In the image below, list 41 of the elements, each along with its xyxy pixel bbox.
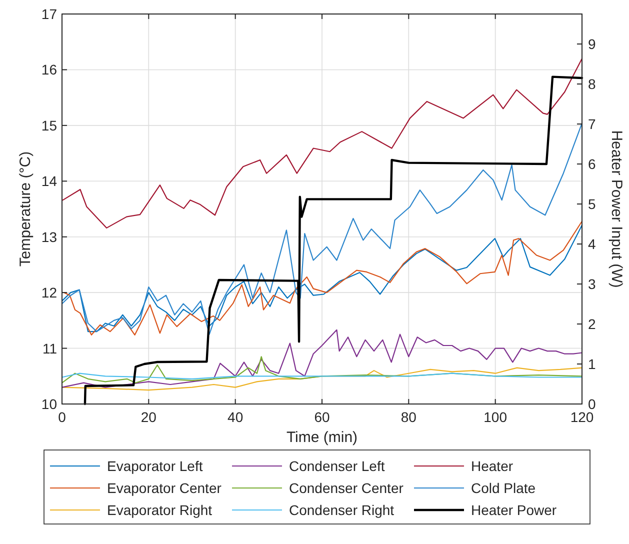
x-tick-label: 120 (570, 409, 594, 425)
x-tick-label: 40 (228, 409, 244, 425)
y-tick-label: 16 (41, 62, 58, 78)
x-tick-label: 60 (314, 409, 330, 425)
line-series (84, 76, 584, 406)
y-tick-label: 10 (41, 396, 58, 412)
legend-label: Condenser Center (289, 480, 404, 496)
y-tick-label: 14 (41, 173, 58, 190)
y2-tick-label: 6 (588, 156, 596, 172)
line-series (61, 122, 583, 335)
y-tick-label: 15 (41, 117, 58, 134)
x-tick-label: 100 (484, 409, 508, 425)
y2-tick-label: 5 (588, 196, 596, 212)
legend-label: Cold Plate (471, 480, 536, 496)
legend-label: Condenser Right (289, 502, 394, 518)
y-tick-label: 17 (41, 6, 58, 22)
line-series (61, 329, 583, 388)
y-tick-label: 12 (41, 284, 58, 301)
y2-tick-label: 1 (588, 356, 596, 372)
line-series (62, 58, 583, 228)
legend-label: Evaporator Right (107, 502, 212, 518)
y-tick-label: 13 (41, 228, 58, 245)
legend-label: Heater Power (471, 502, 557, 518)
x-axis-title: Time (min) (286, 429, 358, 446)
y2-tick-label: 7 (588, 116, 596, 132)
y2-tick-label: 8 (588, 76, 596, 92)
y2-axis-title: Heater Power Input (W) (608, 130, 625, 288)
x-tick-label: 80 (400, 409, 417, 425)
x-tick-label: 20 (140, 409, 157, 425)
y-tick-label: 11 (42, 340, 58, 356)
y2-tick-label: 3 (588, 276, 596, 292)
legend-label: Heater (471, 458, 514, 474)
y-axis-title: Temperature (°C) (17, 151, 34, 267)
x-tick-label: 0 (58, 409, 66, 425)
legend-label: Evaporator Center (107, 480, 222, 496)
legend-label: Condenser Left (289, 458, 385, 474)
y2-tick-label: 2 (588, 316, 596, 332)
y2-tick-label: 9 (588, 36, 596, 52)
legend-label: Evaporator Left (107, 458, 203, 474)
y2-tick-label: 0 (588, 396, 596, 412)
y2-tick-label: 4 (588, 236, 596, 252)
